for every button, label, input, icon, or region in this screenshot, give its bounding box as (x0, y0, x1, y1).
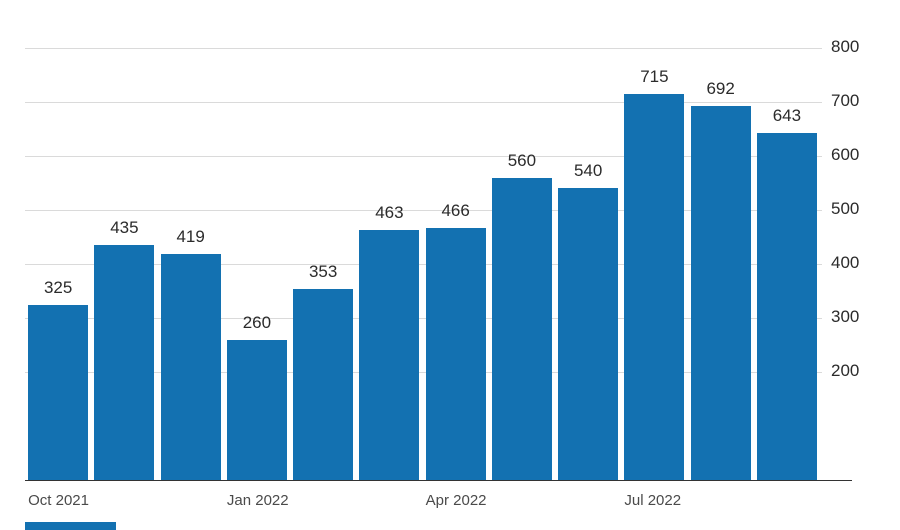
bar-sep-2022 (756, 132, 817, 480)
x-axis-tick-label: Oct 2021 (28, 492, 89, 509)
bar-value-label: 715 (640, 66, 669, 86)
bar-apr-2022 (425, 228, 486, 480)
bar-dec-2021 (160, 253, 221, 480)
gridline (25, 372, 822, 373)
bar-value-label: 643 (772, 105, 802, 125)
bar-mar-2022 (359, 229, 420, 480)
bar-jun-2022 (558, 188, 619, 480)
x-axis-tick-label: Apr 2022 (425, 492, 487, 509)
bottom-blue-strip (25, 522, 116, 530)
gridline (25, 102, 822, 103)
y-axis-tick-label: 400 (831, 253, 860, 272)
bar-jan-2022 (226, 339, 287, 480)
bar-value-label: 540 (573, 161, 603, 181)
x-axis-tick-label: Jan 2022 (226, 492, 289, 509)
gridline (25, 156, 822, 157)
y-axis-tick-label: 800 (831, 37, 860, 56)
bar-nov-2021 (94, 245, 155, 480)
bar-value-label: 260 (242, 312, 272, 332)
bar-value-label: 560 (507, 150, 537, 170)
y-axis-tick-label: 600 (831, 145, 860, 164)
gridline (25, 264, 822, 265)
gridline (25, 48, 822, 49)
bar-value-label: 463 (375, 202, 404, 222)
gridline (25, 318, 822, 319)
y-axis-tick-label: 200 (831, 361, 860, 380)
y-axis-tick-label: 500 (831, 199, 860, 218)
bar-value-label: 353 (308, 262, 338, 282)
bar-jul-2022 (624, 93, 685, 480)
x-axis-tick-label: Jul 2022 (624, 492, 682, 509)
bar-value-label: 692 (706, 79, 735, 99)
bar-feb-2022 (293, 289, 354, 480)
bar-aug-2022 (690, 106, 751, 480)
gridline (25, 210, 822, 211)
bar-value-label: 419 (176, 226, 205, 246)
x-axis-baseline (25, 480, 852, 481)
bar-value-label: 325 (43, 277, 73, 297)
bar-may-2022 (491, 177, 552, 480)
bar-value-label: 466 (441, 201, 470, 221)
y-axis-tick-label: 300 (831, 307, 860, 326)
y-axis-tick-label: 700 (831, 91, 860, 110)
bar-value-label: 435 (110, 218, 139, 238)
bar-oct-2021 (28, 304, 89, 480)
